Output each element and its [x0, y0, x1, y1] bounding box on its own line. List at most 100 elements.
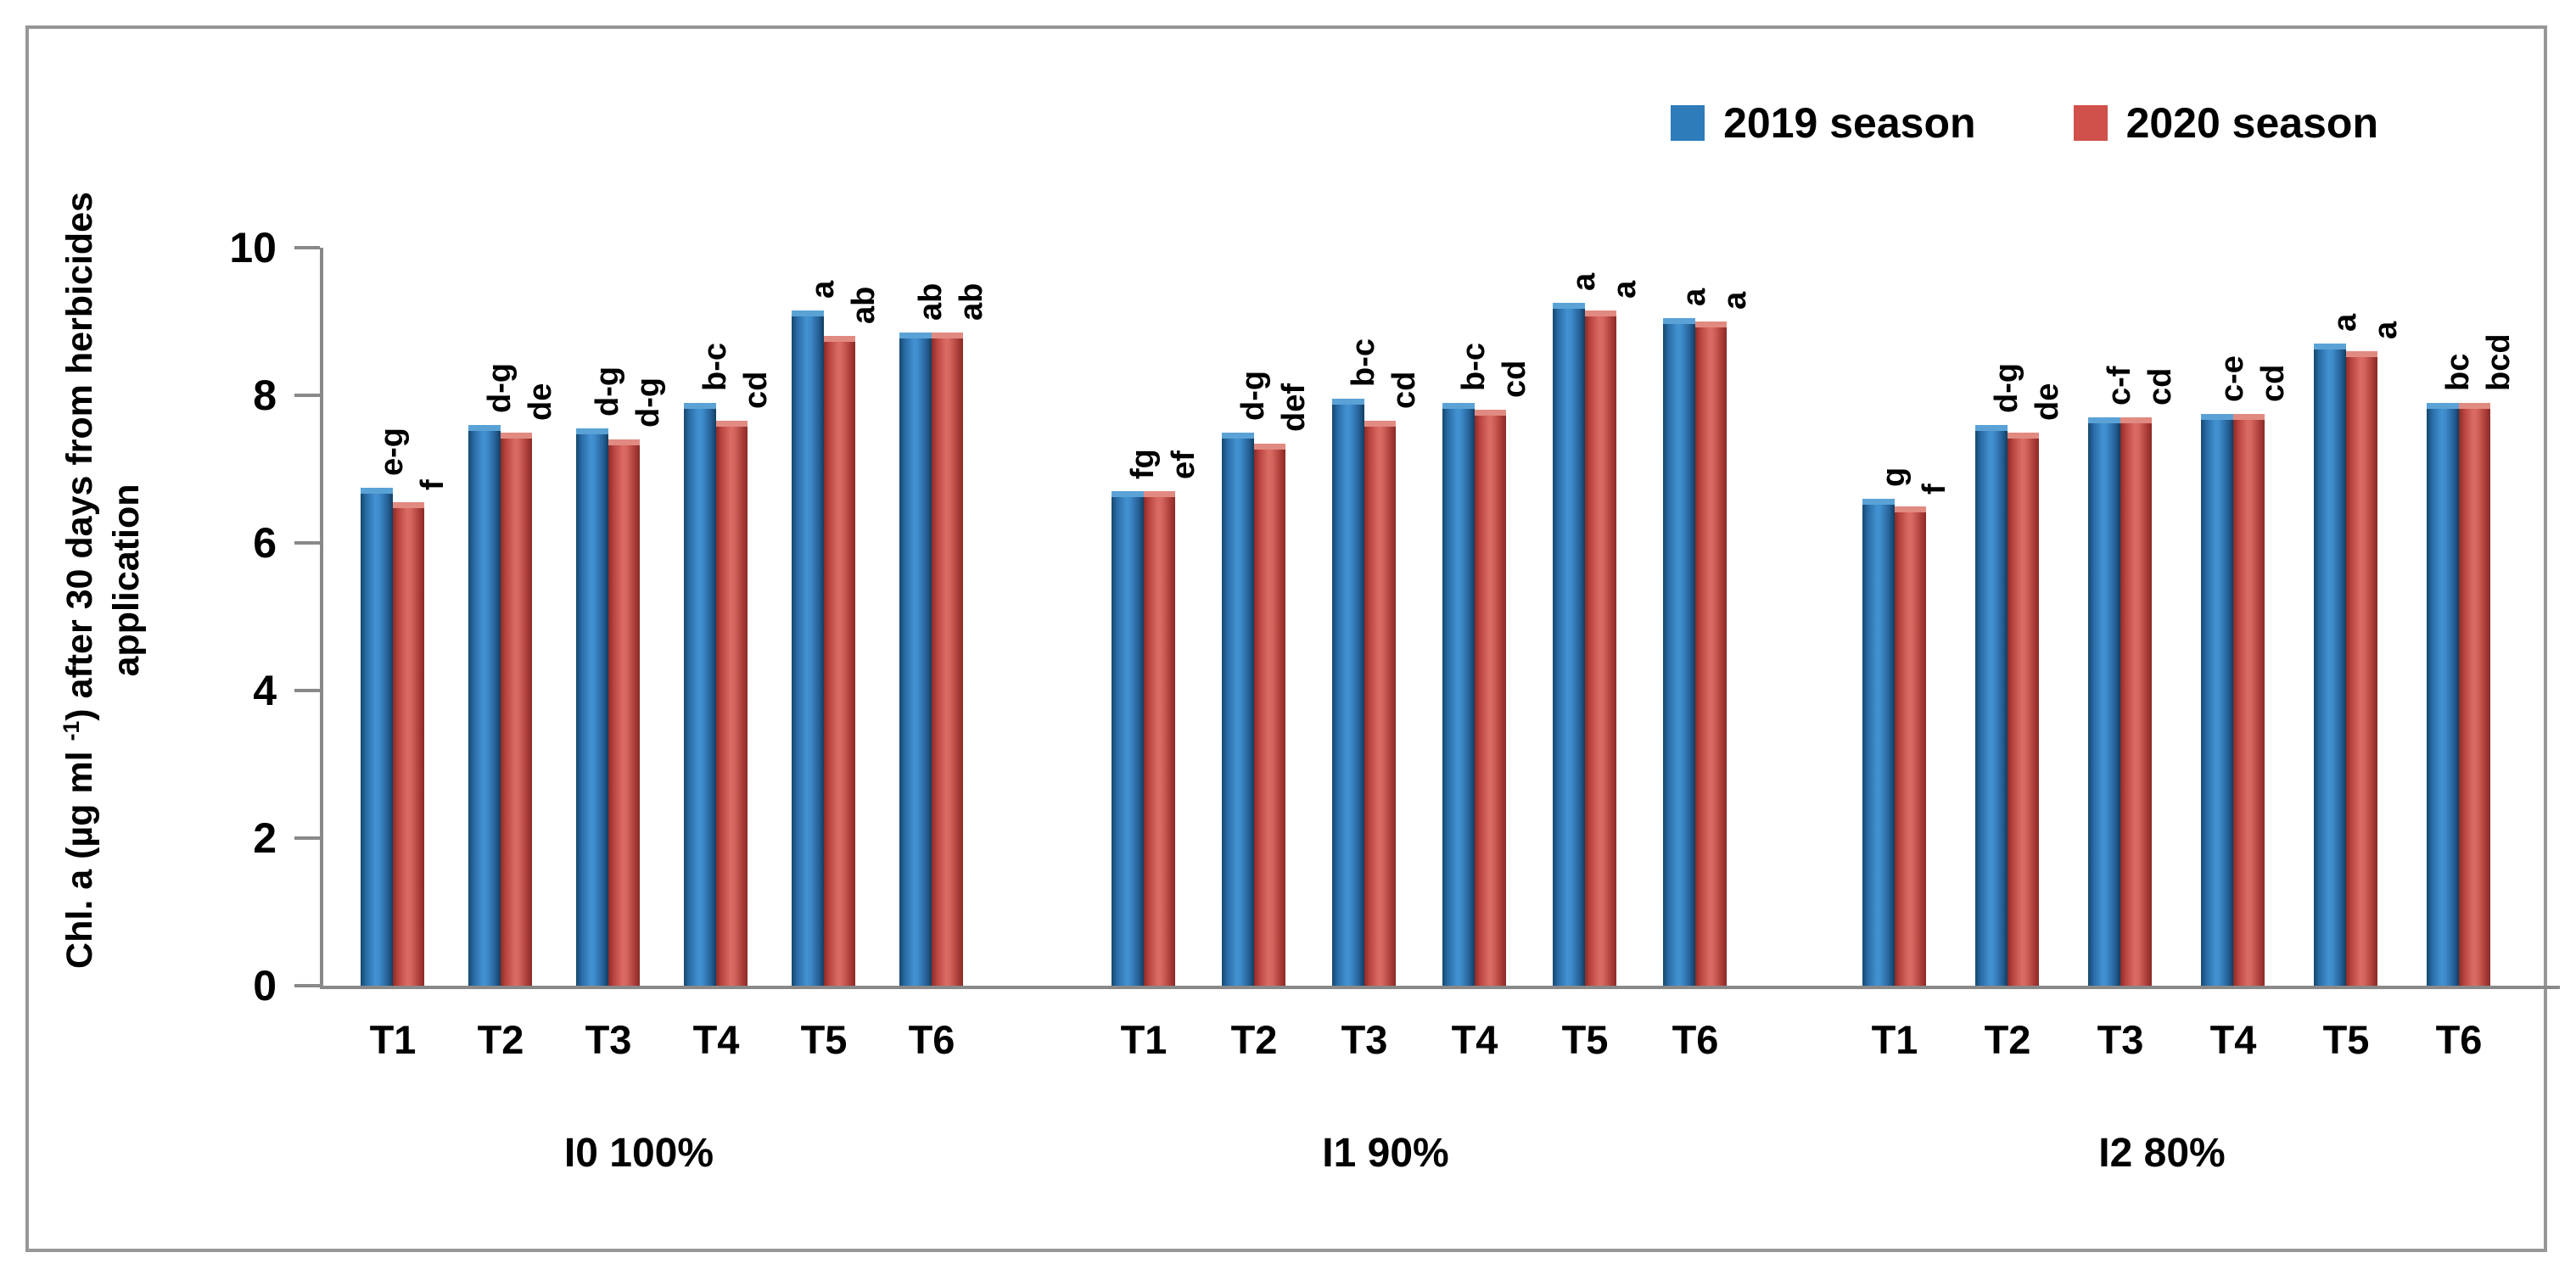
stat-letter-2020-I1-T3: cd [1386, 372, 1422, 410]
x-tick-label-I0-T5: T5 [800, 1017, 848, 1062]
stat-letter-2020-I2-T2: de [2030, 383, 2065, 421]
x-tick-label-I0-T3: T3 [585, 1017, 632, 1062]
bar-2020-I1-T2: def [1254, 383, 1312, 986]
legend-swatch-2020-icon [2073, 105, 2108, 141]
bar-2019-I0-T6: ab [899, 283, 949, 986]
stat-letter-2020-I1-T5: a [1607, 280, 1643, 299]
stat-letter-2019-I2-T3: c-f [2102, 366, 2137, 406]
bar-2019-I0-T3: d-g [576, 366, 625, 986]
bar-2019-I0-T5: a [792, 281, 841, 986]
group-label-I2: I2 80% [2098, 1131, 2226, 1176]
y-axis-title-suffix: ) after 30 days from herbicides [59, 192, 101, 721]
legend-label-2019: 2019 season [1723, 99, 1976, 147]
stat-letter-2019-I1-T4: b-c [1456, 342, 1492, 391]
legend-label-2020: 2020 season [2125, 99, 2378, 147]
bar-2019-I1-T1: fg [1112, 449, 1161, 986]
x-tick-label-I2-T3: T3 [2097, 1017, 2144, 1062]
chart-frame: 2019 season 2020 season Chl. a (µg ml -1… [25, 25, 2560, 1252]
stat-letter-2019-I0-T1: e-g [374, 427, 410, 476]
bar-2019-I1-T4: b-c [1442, 343, 1492, 986]
y-axis-title-line2: application [106, 484, 148, 677]
y-tick-label-6: 6 [253, 519, 277, 567]
bar-2019-I1-T6: a [1663, 288, 1712, 986]
stat-letter-2019-I1-T5: a [1566, 273, 1602, 292]
y-tick-mark-8 [294, 394, 320, 397]
bar-2019-I0-T1: e-g [361, 428, 410, 986]
bar-2020-I2-T1: f [1895, 484, 1952, 986]
stat-letter-2020-I2-T5: a [2368, 321, 2404, 339]
bar-2019-I2-T5: a [2314, 314, 2363, 986]
stat-letter-2019-I2-T5: a [2327, 313, 2363, 333]
stat-letter-2020-I2-T4: cd [2255, 364, 2291, 402]
stat-letter-2019-I2-T2: d-g [1989, 362, 2024, 413]
stat-letter-2019-I2-T6: bc [2440, 353, 2476, 391]
stat-letter-2019-I2-T4: c-e [2215, 355, 2250, 402]
y-tick-label-0: 0 [253, 962, 277, 1009]
stat-letter-2019-I0-T6: ab [913, 282, 949, 322]
legend: 2019 season 2020 season [1671, 102, 2378, 144]
bar-2020-I2-T5: a [2346, 322, 2404, 986]
bar-2020-I0-T1: f [393, 480, 451, 986]
legend-swatch-2019-icon [1671, 105, 1705, 141]
plot-area: e-g f T1 d-g de T2 d-g d-g T3 b-c cd T4 a ab T5 ab ab T6 I… [320, 248, 2560, 1176]
bar-2019-I1-T5: a [1553, 273, 1602, 986]
stat-letter-2020-I0-T3: d-g [630, 377, 666, 428]
stat-letter-2020-I0-T5: ab [846, 287, 882, 325]
bar-2020-I1-T6: a [1695, 292, 1753, 986]
bar-2020-I1-T1: ef [1144, 450, 1201, 986]
x-tick-label-I1-T4: T4 [1451, 1017, 1498, 1062]
stat-letter-2020-I0-T4: cd [738, 372, 774, 410]
legend-item-2020: 2020 season [2073, 99, 2378, 147]
legend-item-2019: 2019 season [1671, 99, 1976, 147]
bar-2019-I2-T3: c-f [2088, 366, 2137, 986]
stat-letter-2019-I1-T3: b-c [1346, 338, 1381, 388]
bar-2020-I0-T4: cd [716, 372, 774, 986]
bar-2019-I0-T4: b-c [684, 343, 733, 986]
y-axis-title-superscript: -1 [58, 720, 84, 741]
bar-2020-I2-T6: bcd [2459, 333, 2517, 986]
bar-2019-I2-T6: bc [2427, 353, 2476, 986]
stat-letter-2020-I1-T4: cd [1497, 361, 1532, 399]
bar-2019-I1-T3: b-c [1332, 338, 1381, 986]
stat-letter-2020-I0-T6: ab [954, 282, 989, 322]
x-tick-label-I1-T5: T5 [1561, 1017, 1609, 1062]
bar-2019-I0-T2: d-g [468, 363, 518, 986]
x-tick-label-I0-T6: T6 [908, 1017, 955, 1062]
x-tick-label-I2-T6: T6 [2435, 1017, 2483, 1062]
stat-letter-2019-I0-T4: b-c [697, 342, 733, 391]
bar-2020-I0-T2: de [501, 383, 558, 986]
x-tick-label-I2-T4: T4 [2209, 1017, 2257, 1062]
y-tick-mark-0 [294, 984, 320, 987]
stat-letter-2020-I0-T1: f [415, 479, 451, 491]
y-tick-mark-2 [294, 836, 320, 840]
x-tick-label-I1-T6: T6 [1672, 1017, 1719, 1062]
group-label-I0: I0 100% [563, 1131, 714, 1176]
bar-2019-I2-T1: g [1862, 467, 1912, 986]
y-tick-mark-6 [294, 541, 320, 545]
stat-letter-2019-I2-T1: g [1876, 467, 1912, 487]
bar-2020-I0-T6: ab [932, 283, 989, 986]
stat-letter-2020-I2-T3: cd [2142, 367, 2178, 406]
x-tick-label-I1-T2: T2 [1230, 1017, 1278, 1062]
x-tick-label-I2-T2: T2 [1984, 1017, 2031, 1062]
bar-2020-I1-T4: cd [1475, 361, 1532, 986]
bar-2020-I0-T5: ab [824, 287, 882, 986]
y-tick-label-8: 8 [253, 372, 277, 419]
x-tick-label-I2-T1: T1 [1871, 1017, 1918, 1062]
group-label-I1: I1 90% [1322, 1131, 1449, 1176]
x-tick-label-I0-T2: T2 [477, 1017, 524, 1062]
bar-2020-I0-T3: d-g [608, 377, 666, 986]
stat-letter-2019-I1-T2: d-g [1235, 370, 1271, 421]
bar-2019-I1-T2: d-g [1222, 370, 1271, 986]
stat-letter-2020-I1-T6: a [1717, 291, 1753, 310]
stat-letter-2020-I2-T6: bcd [2481, 333, 2517, 391]
stat-letter-2019-I1-T6: a [1677, 288, 1712, 306]
y-tick-label-2: 2 [253, 814, 277, 862]
x-tick-label-I1-T1: T1 [1120, 1017, 1168, 1062]
bar-2020-I1-T5: a [1585, 281, 1643, 986]
stat-letter-2020-I1-T2: def [1276, 383, 1312, 432]
stat-letter-2019-I0-T3: d-g [590, 366, 625, 417]
bar-2020-I2-T2: de [2008, 383, 2065, 986]
y-tick-mark-4 [294, 689, 320, 692]
bar-2019-I2-T4: c-e [2201, 355, 2250, 986]
